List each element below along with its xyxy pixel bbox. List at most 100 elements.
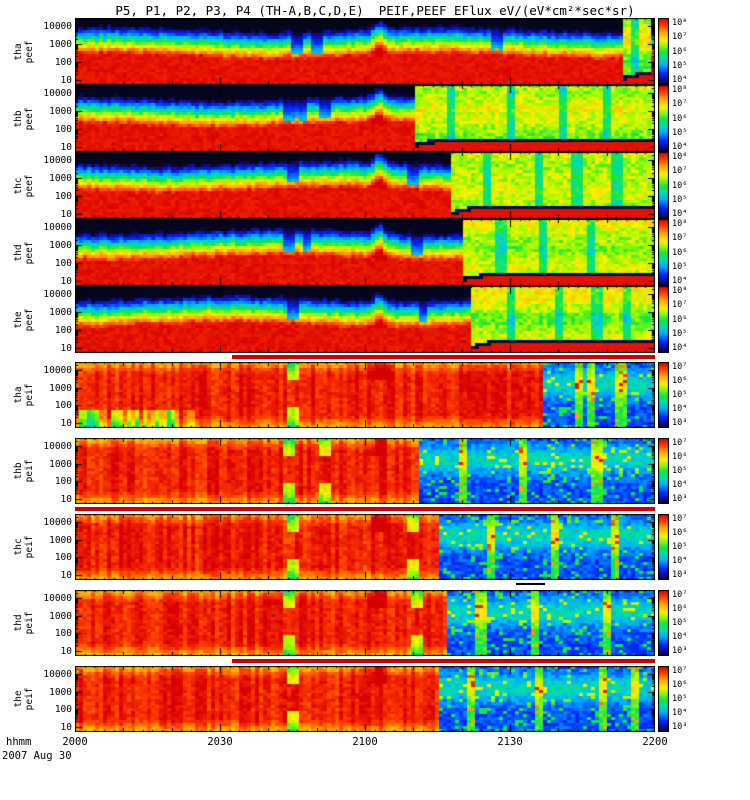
flag-bar [231, 355, 655, 359]
colorbar-tick-label: 10⁴ [672, 276, 688, 286]
spectrogram-canvas-tha-peef [75, 18, 655, 85]
y-tick-label: 10000 [43, 222, 72, 234]
colorbar-tick-label: 10³ [672, 418, 688, 428]
y-tick-label: 1000 [49, 172, 72, 184]
y-tick-label: 10 [60, 417, 72, 429]
colorbar-tick-label: 10⁴ [672, 480, 688, 490]
y-tick-label: 10 [60, 342, 72, 354]
x-tick-label: 2130 [497, 736, 523, 748]
colorbar-tick-label: 10⁵ [672, 194, 688, 205]
colorbar-tick-label: 10⁵ [672, 390, 688, 400]
y-tick-label: 1000 [49, 382, 72, 394]
y-tick-label: 10000 [43, 364, 72, 376]
colorbar-tick-label: 10⁶ [672, 180, 688, 191]
colorbar-tick-label: 10⁵ [672, 60, 688, 71]
x-tick-label: 2000 [62, 736, 88, 748]
y-tick-label: 10000 [43, 516, 72, 528]
y-tick-label: 1000 [49, 458, 72, 470]
colorbar-tick-label: 10⁴ [672, 75, 688, 85]
colorbar-tick-label: 10⁶ [672, 376, 688, 386]
colorbar-tick-label: 10⁴ [672, 404, 688, 414]
y-tick-label: 10000 [43, 21, 72, 33]
y-tick-label: 10 [60, 275, 72, 287]
y-tick-label: 100 [54, 476, 72, 488]
colorbar-tick-label: 10⁴ [672, 209, 688, 219]
colorbar-thc-peef [658, 152, 669, 219]
y-tick-label: 100 [54, 324, 72, 336]
spectrogram-canvas-thc-peif [75, 514, 655, 580]
colorbar-tick-label: 10⁷ [672, 590, 688, 600]
y-tick-label: 1000 [49, 306, 72, 318]
colorbar-tick-label: 10⁵ [672, 127, 688, 138]
colorbar-tick-label: 10⁸ [672, 85, 688, 95]
y-tick-label: 10 [60, 569, 72, 581]
y-tick-label: 10000 [43, 289, 72, 301]
y-tick-label: 100 [54, 552, 72, 564]
spectrogram-canvas-the-peef [75, 286, 655, 353]
colorbar-thc-peif [658, 514, 669, 580]
colorbar-thd-peif [658, 590, 669, 656]
y-tick-label: 10000 [43, 155, 72, 167]
flag-bar [75, 507, 655, 511]
colorbar-tick-label: 10⁴ [672, 708, 688, 718]
y-tick-label: 100 [54, 190, 72, 202]
colorbar-the-peif [658, 666, 669, 732]
spectrogram-canvas-tha-peif [75, 362, 655, 428]
y-tick-label: 10000 [43, 592, 72, 604]
colorbar-tick-label: 10⁷ [672, 32, 688, 43]
y-tick-label: 1000 [49, 534, 72, 546]
y-tick-label: 100 [54, 123, 72, 135]
colorbar-tick-label: 10⁷ [672, 99, 688, 110]
colorbar-tick-label: 10⁵ [672, 542, 688, 552]
colorbar-tick-label: 10⁸ [672, 219, 688, 229]
colorbar-tha-peef [658, 18, 669, 85]
x-tick-label: 2030 [207, 736, 233, 748]
colorbar-tick-label: 10⁵ [672, 328, 688, 339]
colorbar-tick-label: 10⁷ [672, 438, 688, 448]
y-tick-label: 10 [60, 493, 72, 505]
x-tick-label: 2200 [642, 736, 668, 748]
colorbar-tick-label: 10⁷ [672, 514, 688, 524]
colorbar-thd-peef [658, 219, 669, 286]
colorbar-tick-label: 10⁴ [672, 142, 688, 152]
colorbar-tick-label: 10⁴ [672, 556, 688, 566]
colorbar-tick-label: 10⁴ [672, 343, 688, 353]
colorbar-tick-label: 10³ [672, 570, 688, 580]
colorbar-tick-label: 10³ [672, 722, 688, 732]
colorbar-tick-label: 10⁶ [672, 680, 688, 690]
colorbar-tick-label: 10⁶ [672, 46, 688, 57]
spectrogram-canvas-thd-peif [75, 590, 655, 656]
colorbar-tick-label: 10⁷ [672, 362, 688, 372]
y-tick-label: 10 [60, 208, 72, 220]
y-tick-label: 1000 [49, 38, 72, 50]
colorbar-tick-label: 10⁶ [672, 247, 688, 258]
colorbar-tick-label: 10⁵ [672, 261, 688, 272]
colorbar-tick-label: 10⁷ [672, 300, 688, 311]
colorbar-tick-label: 10⁷ [672, 166, 688, 177]
colorbar-tick-label: 10⁴ [672, 632, 688, 642]
spectrogram-canvas-the-peif [75, 666, 655, 732]
y-tick-label: 10 [60, 74, 72, 86]
colorbar-tick-label: 10⁷ [672, 233, 688, 244]
y-tick-label: 1000 [49, 610, 72, 622]
y-tick-label: 1000 [49, 105, 72, 117]
colorbar-tick-label: 10⁸ [672, 152, 688, 162]
y-tick-label: 10000 [43, 88, 72, 100]
colorbar-tick-label: 10⁷ [672, 666, 688, 676]
y-tick-label: 1000 [49, 239, 72, 251]
y-tick-label: 100 [54, 400, 72, 412]
colorbar-tick-label: 10⁶ [672, 528, 688, 538]
y-tick-label: 1000 [49, 686, 72, 698]
y-tick-label: 10 [60, 645, 72, 657]
spectrogram-canvas-thd-peef [75, 219, 655, 286]
flag-bar [515, 583, 545, 585]
colorbar-tick-label: 10⁶ [672, 314, 688, 325]
y-tick-label: 10 [60, 141, 72, 153]
colorbar-tick-label: 10⁶ [672, 604, 688, 614]
x-tick-label: 2100 [352, 736, 378, 748]
colorbar-thb-peef [658, 85, 669, 152]
colorbar-tick-label: 10⁵ [672, 618, 688, 628]
date-label: 2007 Aug 30 [2, 750, 72, 762]
colorbar-tick-label: 10⁸ [672, 18, 688, 28]
